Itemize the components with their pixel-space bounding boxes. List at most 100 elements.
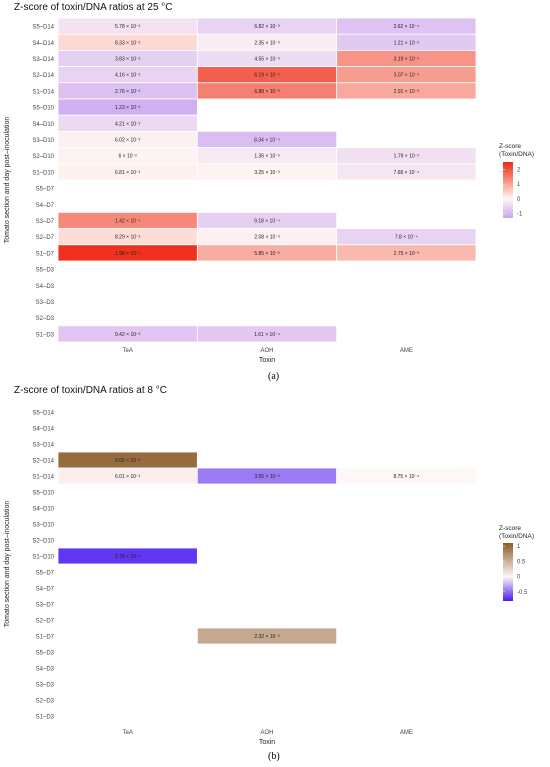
cell-value-label: 1.79 × 10⁻³ [394,154,420,160]
y-tick-label: S5–D10 [32,491,54,497]
y-axis-title: Tomato section and day post–inoculation [4,501,11,628]
y-tick-label: S2–D10 [32,539,54,545]
legend-tick-label: -1 [517,212,523,218]
legend-tick-label: 1 [517,544,521,550]
heatmap-cell [57,547,198,565]
cell-value-label: 6.19 × 10⁻² [254,73,280,79]
cell-value-label: 5.85 × 10⁻³ [254,251,280,257]
cell-value-label: 2.76 × 10⁻² [115,89,141,95]
y-tick-label: S2–D10 [32,154,54,160]
heatmap-cell [336,244,477,262]
heatmap-cell [336,163,477,181]
legend-colorbar [503,162,513,218]
x-axis-title: Toxin [259,739,275,746]
cell-value-label: 2.91 × 10⁻³ [394,89,420,95]
legend-tick-label: 0.5 [517,559,526,565]
cell-value-label: 2.08 × 10⁻³ [254,235,280,241]
y-tick-label: S1–D14 [32,89,54,95]
cell-value-label: 8.75 × 10⁻⁴ [393,474,419,480]
cell-value-label: 9.05 × 10⁻² [115,458,141,464]
y-tick-label: S3–D3 [36,683,55,689]
heatmap-cell [336,82,477,100]
y-tick-label: S4–D3 [36,667,55,673]
heatmap-cell [196,627,338,645]
cell-value-label: 5.78 × 10⁻² [115,24,141,30]
legend-title: (Toxin/DNA) [499,151,534,158]
legend-colorbar [503,543,513,601]
y-tick-label: S2–D7 [36,619,55,625]
cell-value-label: 8.29 × 10⁻² [115,235,141,241]
heatmap-cell [336,467,477,485]
x-tick-label: TeA [122,730,132,736]
y-tick-label: S3–D7 [36,603,55,609]
y-tick-label: S4–D10 [32,507,54,513]
cell-value-label: 3.19 × 10⁻³ [394,57,420,63]
cell-value-label: 3.62 × 10⁻⁴ [393,24,419,30]
legend-tick-label: 2 [517,167,521,173]
y-tick-label: S4–D14 [32,41,54,47]
y-tick-label: S2–D14 [32,459,54,465]
y-tick-label: S5–D7 [36,187,55,193]
cell-value-label: 2.32 × 10⁻³ [254,634,280,640]
y-axis-title: Tomato section and day post–inoculation [4,117,11,244]
y-tick-label: S2–D14 [32,73,54,79]
cell-value-label: 9.42 × 10⁻³ [115,332,141,338]
x-tick-label: AME [400,348,413,354]
y-tick-label: S4–D3 [36,284,55,290]
y-tick-label: S1–D3 [36,715,55,721]
y-tick-label: S5–D3 [36,651,55,657]
y-tick-label: S4–D14 [32,427,54,433]
legend-tick-label: 1 [517,182,521,188]
cell-value-label: 8.33 × 10⁻² [115,40,141,46]
x-tick-label: AOH [260,730,273,736]
cell-value-label: 4.55 × 10⁻³ [254,57,280,63]
y-tick-label: S1–D7 [36,635,55,641]
y-tick-label: S3–D10 [32,138,54,144]
cell-value-label: 1.36 × 10⁻³ [254,154,280,160]
legend-tick-label: -0.5 [517,590,528,596]
panel-label: (b) [268,751,280,762]
y-tick-label: S4–D10 [32,122,54,128]
legend-title: (Toxin/DNA) [499,533,534,540]
y-tick-label: S3–D3 [36,300,55,306]
x-tick-label: TeA [122,348,132,354]
x-tick-label: AOH [260,348,273,354]
cell-value-label: 6.02 × 10⁻² [115,138,141,144]
cell-value-label: 4.21 × 10⁻² [115,121,141,127]
cell-value-label: 9.18 × 10⁻⁴ [254,219,280,225]
cell-value-label: 7.8 × 10⁻⁴ [395,235,418,241]
legend-title: Z-score [499,143,521,150]
panel-b: Z-score of toxin/DNA ratios at 8 °C S5–D… [0,385,550,767]
cell-value-label: 3.55 × 10⁻³ [254,474,280,480]
y-tick-label: S5–D14 [32,411,54,417]
chart-title: Z-score of toxin/DNA ratios at 8 °C [14,385,167,396]
cell-value-label: 2.75 × 10⁻³ [394,251,420,257]
y-tick-label: S2–D3 [36,316,55,322]
y-tick-label: S3–D14 [32,57,54,63]
y-tick-label: S2–D7 [36,235,55,241]
legend-tick-label: 0 [517,575,521,581]
y-tick-label: S5–D10 [32,106,54,112]
y-tick-label: S1–D7 [36,251,55,257]
y-tick-label: S2–D3 [36,699,55,705]
y-tick-label: S5–D3 [36,268,55,274]
cell-value-label: 6 × 10⁻² [118,154,137,160]
cell-value-label: 1.42 × 10⁻¹ [115,219,141,225]
cell-value-label: 7.68 × 10⁻⁴ [393,170,419,176]
cell-value-label: 3.25 × 10⁻³ [254,170,280,176]
x-tick-label: AME [400,730,413,736]
cell-value-label: 1.98 × 10⁻¹ [115,251,141,257]
y-tick-label: S1–D10 [32,170,54,176]
cell-value-label: 6.81 × 10⁻² [115,170,141,176]
cell-value-label: 3.07 × 10⁻³ [394,73,420,79]
y-tick-label: S1–D3 [36,332,55,338]
y-tick-label: S3–D14 [32,443,54,449]
y-tick-label: S5–D7 [36,571,55,577]
x-axis-title: Toxin [259,357,275,364]
chart-title: Z-score of toxin/DNA ratios at 25 °C [14,2,173,13]
cell-value-label: 3.83 × 10⁻² [115,57,141,63]
cell-value-label: 6.82 × 10⁻³ [254,24,280,30]
cell-value-label: 1.61 × 10⁻⁴ [254,332,280,338]
panel-label: (a) [268,371,280,382]
panel-a: Z-score of toxin/DNA ratios at 25 °C S5–… [4,2,534,382]
